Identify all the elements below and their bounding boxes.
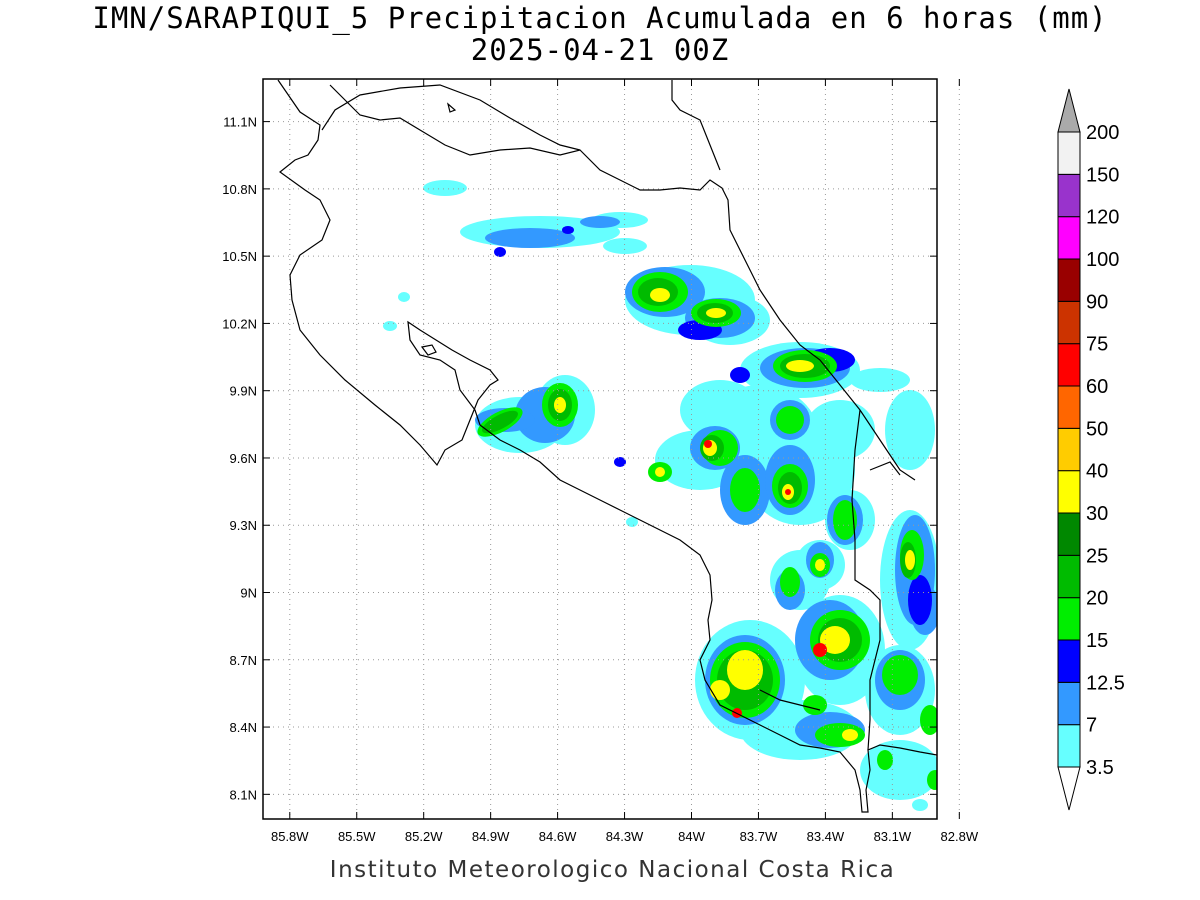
colorbar-swatch [1057, 300, 1081, 345]
colorbar-swatch [1057, 554, 1081, 599]
lat-tick-label: 10.2N [222, 316, 257, 331]
lon-tick-label: 83.1W [874, 829, 912, 844]
colorbar-label: 60 [1086, 376, 1108, 398]
precipitation-field [383, 180, 937, 811]
lon-tick-label: 84.3W [606, 829, 644, 844]
colorbar-swatch [1057, 470, 1081, 514]
colorbar-swatch [1057, 173, 1081, 218]
colorbar-label: 120 [1086, 207, 1119, 229]
lat-tick-label: 8.4N [230, 720, 257, 735]
colorbar-label: 25 [1086, 545, 1108, 567]
colorbar-swatch [1057, 216, 1081, 260]
coastline-and-borders [277, 79, 937, 813]
colorbar-label: 200 [1086, 122, 1119, 144]
colorbar-label: 20 [1086, 588, 1108, 610]
lat-tick-label: 11.1N [223, 115, 257, 130]
colorbar-label: 40 [1086, 461, 1108, 483]
colorbar-label: 12.5 [1086, 672, 1125, 694]
credit-line: Instituto Meteorologico Nacional Costa R… [329, 857, 896, 883]
lon-tick-label: 82.8W [941, 829, 979, 844]
colorbar-swatch [1057, 639, 1081, 683]
colorbar-overflow-arrow [1057, 88, 1081, 133]
lat-tick-label: 10.8N [222, 182, 257, 197]
lat-tick-label: 10.5N [222, 249, 257, 264]
colorbar-label: 15 [1086, 630, 1108, 652]
lat-tick-label: 9N [240, 586, 257, 601]
colorbar-swatch [1057, 681, 1081, 726]
colorbar-swatch [1057, 343, 1081, 387]
colorbar-label: 100 [1086, 249, 1119, 271]
colorbar-swatch [1057, 131, 1081, 175]
colorbar-label: 50 [1086, 418, 1108, 440]
lon-tick-label: 84.9W [472, 829, 510, 844]
colorbar-label: 90 [1086, 291, 1108, 313]
lat-tick-label: 9.3N [230, 518, 257, 533]
lon-tick-label: 83.7W [740, 829, 778, 844]
colorbar-swatch [1057, 385, 1081, 429]
colorbar: 3.5 7 12.5 15 20 25 30 40 50 60 75 90 100 120 150 200 [1057, 88, 1125, 811]
map-axes: 85.8W 85.5W 85.2W 84.9W 84.6W 84.3W 84W 83.7W 83… [222, 79, 979, 844]
colorbar-swatch [1057, 258, 1081, 302]
colorbar-underflow-arrow [1057, 766, 1081, 811]
lat-tick-label: 8.7N [230, 653, 257, 668]
colorbar-swatch [1057, 427, 1081, 472]
lon-tick-label: 85.5W [338, 829, 376, 844]
lon-tick-label: 85.8W [271, 829, 309, 844]
colorbar-label: 7 [1086, 715, 1097, 737]
map-frame [262, 78, 938, 820]
colorbar-label: 3.5 [1086, 757, 1114, 779]
colorbar-swatch [1057, 597, 1081, 641]
colorbar-label: 30 [1086, 503, 1108, 525]
lon-tick-label: 83.4W [807, 829, 845, 844]
map-subtitle-datetime: 2025-04-21 00Z [470, 33, 730, 67]
lat-tick-label: 8.1N [230, 787, 257, 802]
lat-tick-label: 9.6N [230, 451, 257, 466]
colorbar-label: 150 [1086, 164, 1119, 186]
colorbar-label: 75 [1086, 334, 1108, 356]
map-title: IMN/SARAPIQUI_5 Precipitacion Acumulada … [92, 1, 1108, 35]
lon-tick-label: 85.2W [405, 829, 443, 844]
lat-tick-label: 9.9N [230, 384, 257, 399]
lon-tick-label: 84W [678, 829, 705, 844]
lon-tick-label: 84.6W [539, 829, 577, 844]
colorbar-swatch [1057, 512, 1081, 556]
colorbar-swatch [1057, 724, 1081, 768]
